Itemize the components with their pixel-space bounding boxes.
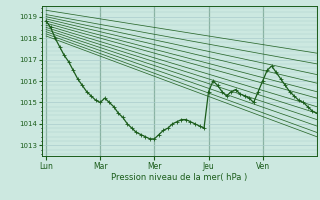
X-axis label: Pression niveau de la mer( hPa ): Pression niveau de la mer( hPa ) — [111, 173, 247, 182]
